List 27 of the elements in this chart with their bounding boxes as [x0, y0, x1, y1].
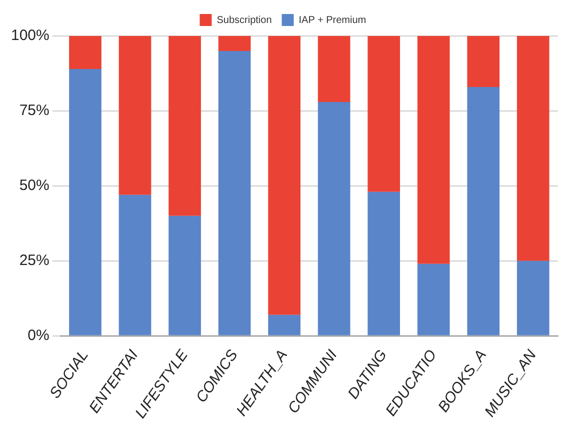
bar [218, 50, 251, 336]
bar [516, 36, 550, 261]
bar [268, 314, 300, 336]
bar [118, 36, 152, 195]
y-tick-label: 25% [19, 252, 50, 269]
bar [69, 68, 102, 336]
bar [268, 36, 300, 315]
y-tick-label: 0% [28, 326, 50, 344]
legend-label: Subscription [216, 14, 272, 26]
bar [168, 36, 201, 216]
y-tick-label: 100% [10, 27, 50, 44]
bar [368, 36, 400, 192]
bar [368, 192, 400, 336]
bar [516, 260, 550, 336]
bar [118, 194, 152, 336]
legend-label: IAP + Premium [298, 14, 366, 26]
y-tick-label: 75% [19, 102, 50, 120]
bar [417, 264, 450, 336]
y-tick-label: 50% [19, 177, 50, 194]
bar [318, 36, 350, 102]
bar [417, 36, 450, 264]
bar [69, 36, 102, 69]
bar [168, 216, 201, 336]
bar [467, 86, 500, 336]
bar [218, 36, 251, 51]
bar [318, 102, 350, 336]
bar [467, 36, 500, 87]
